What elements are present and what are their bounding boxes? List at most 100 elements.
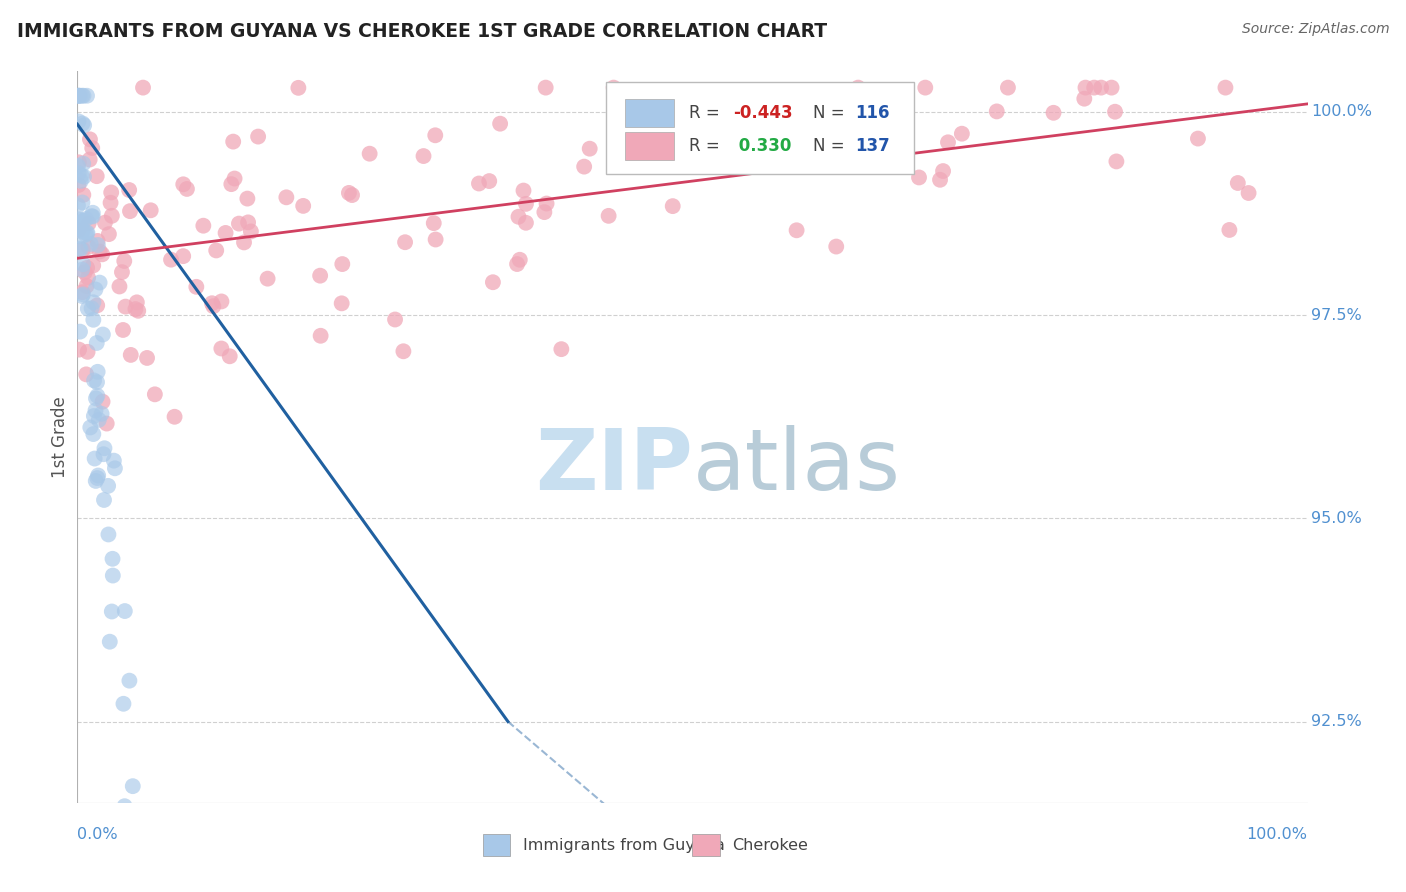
Point: [224, 171, 246, 186]
Point: [605, 105, 627, 120]
Point: [77, 216, 100, 230]
Point: [70, 289, 93, 303]
Point: [394, 235, 416, 250]
Point: [124, 301, 146, 316]
Point: [160, 837, 183, 851]
Point: [86, 375, 108, 389]
Point: [67, 166, 90, 180]
Point: [1218, 223, 1240, 237]
Point: [97, 479, 120, 493]
Text: 0.0%: 0.0%: [77, 827, 118, 842]
Point: [170, 837, 193, 851]
Text: Source: ZipAtlas.com: Source: ZipAtlas.com: [1241, 22, 1389, 37]
Point: [70, 169, 93, 183]
Point: [112, 323, 135, 337]
Point: [83, 451, 105, 466]
Point: [75, 368, 97, 382]
Point: [72, 88, 94, 103]
Text: ZIP: ZIP: [534, 425, 693, 508]
Point: [172, 249, 194, 263]
Text: N =: N =: [813, 137, 849, 155]
Point: [135, 837, 157, 851]
Point: [330, 837, 353, 851]
Point: [72, 156, 94, 170]
Point: [77, 270, 100, 285]
Point: [534, 80, 557, 95]
Text: Cherokee: Cherokee: [733, 838, 807, 853]
Point: [997, 80, 1019, 95]
Point: [93, 442, 115, 456]
Point: [145, 837, 167, 851]
Point: [509, 252, 531, 267]
Point: [347, 837, 370, 851]
Point: [239, 224, 262, 238]
Point: [89, 276, 111, 290]
Point: [536, 196, 558, 211]
Point: [86, 169, 108, 184]
Y-axis label: 1st Grade: 1st Grade: [51, 396, 69, 478]
Bar: [624, 132, 673, 160]
Point: [572, 160, 595, 174]
Point: [423, 216, 446, 230]
Point: [309, 328, 332, 343]
Point: [91, 327, 114, 342]
Point: [87, 468, 110, 483]
Point: [69, 325, 91, 339]
Point: [83, 373, 105, 387]
Point: [101, 605, 124, 619]
Text: 95.0%: 95.0%: [1312, 511, 1362, 526]
Point: [160, 252, 183, 267]
Point: [209, 342, 232, 356]
Point: [101, 209, 124, 223]
Point: [986, 104, 1008, 119]
Point: [425, 128, 447, 143]
Point: [661, 199, 683, 213]
Point: [67, 88, 90, 103]
Point: [307, 837, 329, 851]
Point: [201, 296, 224, 310]
Point: [508, 210, 530, 224]
Point: [69, 221, 91, 235]
Point: [84, 474, 107, 488]
Point: [236, 192, 259, 206]
Point: [172, 178, 194, 192]
Point: [76, 260, 98, 275]
Point: [256, 271, 278, 285]
Text: 100.0%: 100.0%: [1312, 104, 1372, 120]
Point: [482, 275, 505, 289]
Point: [786, 223, 808, 237]
Point: [1101, 80, 1123, 95]
Point: [82, 295, 104, 310]
Point: [72, 195, 94, 210]
Point: [114, 604, 136, 618]
Point: [652, 151, 675, 165]
Point: [412, 149, 434, 163]
Point: [90, 407, 112, 421]
Text: 100.0%: 100.0%: [1247, 827, 1308, 842]
Point: [202, 299, 225, 313]
Point: [714, 143, 737, 157]
Point: [103, 453, 125, 467]
Point: [73, 118, 96, 132]
Point: [325, 837, 347, 851]
Point: [73, 169, 96, 184]
Point: [326, 837, 349, 851]
Point: [72, 187, 94, 202]
Point: [1237, 186, 1260, 200]
Bar: [693, 834, 720, 856]
Point: [212, 837, 235, 851]
Point: [141, 837, 163, 851]
Point: [118, 673, 141, 688]
Point: [143, 387, 166, 401]
Point: [399, 837, 422, 851]
Point: [79, 420, 101, 434]
Text: 97.5%: 97.5%: [1312, 308, 1362, 323]
Point: [533, 205, 555, 219]
Point: [512, 184, 534, 198]
Point: [76, 344, 98, 359]
Point: [112, 254, 135, 268]
Point: [287, 80, 309, 95]
Point: [908, 170, 931, 185]
Point: [402, 837, 425, 851]
Point: [67, 155, 90, 169]
